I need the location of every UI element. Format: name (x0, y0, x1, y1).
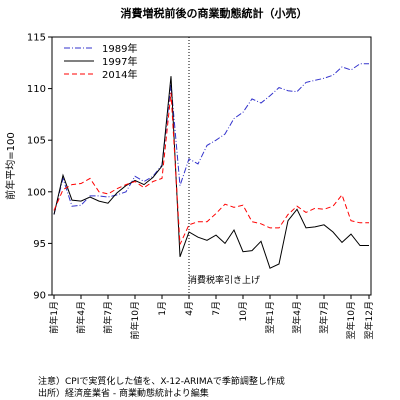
chart-title: 消費増税前後の商業動態統計（小売） (121, 6, 308, 20)
series-line-1989年 (53, 63, 369, 215)
y-axis-label: 前年平均=100 (4, 132, 17, 199)
series-lines (53, 63, 369, 269)
x-tick-label: 7月 (211, 301, 222, 316)
x-axis: 前年1月 前年4月 前年7月 前年10月 1月 4月 7月 10月 翌年1月 翌年4月 翌年7月 翌年… (48, 295, 375, 339)
footnote-source: 出所）経済産業省 - 商業動態統計より編集 (38, 387, 209, 399)
y-tick-label: 95 (33, 239, 46, 250)
y-tick-label: 110 (27, 84, 46, 95)
legend-label: 1997年 (102, 55, 137, 68)
plot-frame (51, 36, 372, 296)
x-tick-label: 翌年1月 (264, 301, 276, 334)
series-line-1997年 (53, 76, 369, 269)
x-tick-label: 前年1月 (48, 301, 60, 334)
x-tick-label: 10月 (238, 301, 249, 321)
legend-label: 2014年 (102, 68, 137, 81)
x-tick-label: 翌年12月 (363, 301, 375, 339)
y-axis: 90 95 100 105 110 115 (27, 33, 52, 302)
y-tick-label: 115 (27, 33, 46, 44)
plot-area: 90 95 100 105 110 115 前年1月 前年4月 前年7月 前年10月 1月 4月 7月… (27, 33, 375, 340)
series-line-2014年 (53, 92, 369, 245)
y-tick-label: 100 (27, 187, 46, 198)
x-tick-label: 翌年7月 (318, 301, 330, 334)
x-tick-label: 翌年10月 (345, 301, 357, 339)
x-tick-label: 翌年4月 (291, 301, 303, 334)
tax-increase-annotation: 消費税率引き上げ (188, 274, 260, 286)
legend-label: 1989年 (102, 42, 137, 55)
y-tick-label: 105 (27, 136, 46, 147)
footnote-method: 注意）CPIで実質化した値を、X-12-ARIMAで季節調整し作成 (38, 375, 285, 387)
x-tick-label: 4月 (184, 301, 195, 316)
x-tick-label: 前年10月 (129, 301, 141, 339)
x-tick-label: 前年4月 (75, 301, 87, 334)
y-tick-label: 90 (33, 291, 46, 302)
x-tick-label: 前年7月 (102, 301, 114, 334)
x-tick-label: 1月 (157, 301, 168, 316)
